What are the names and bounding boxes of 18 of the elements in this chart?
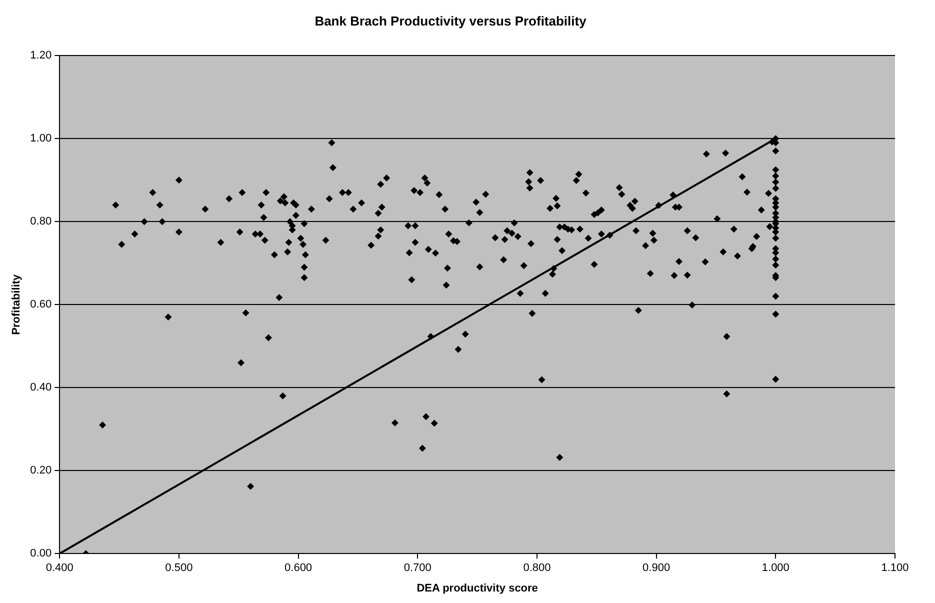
chart-title: Bank Brach Productivity versus Profitability [314,13,588,28]
x-tick-label: 0.800 [523,562,551,574]
x-tick-label: 0.500 [165,562,193,574]
y-tick-label: 0.00 [30,548,52,560]
y-tick-label: 0.40 [30,382,52,394]
x-axis-title: DEA productivity score [416,582,538,594]
y-tick-label: 0.80 [30,216,52,228]
x-tick-label: 0.700 [404,562,432,574]
y-tick-label: 1.00 [30,132,52,145]
y-axis-title: Profitability [10,273,23,335]
x-tick-label: 0.600 [284,562,312,574]
x-tick-label: 0.900 [642,562,670,574]
y-tick-label: 0.60 [30,298,52,311]
x-tick-label: 1.100 [881,562,909,574]
x-tick-label: 1.000 [762,562,790,574]
x-tick-label: 0.400 [46,562,74,574]
y-tick-label: 0.20 [30,464,52,477]
y-tick-label: 1.20 [30,50,52,62]
